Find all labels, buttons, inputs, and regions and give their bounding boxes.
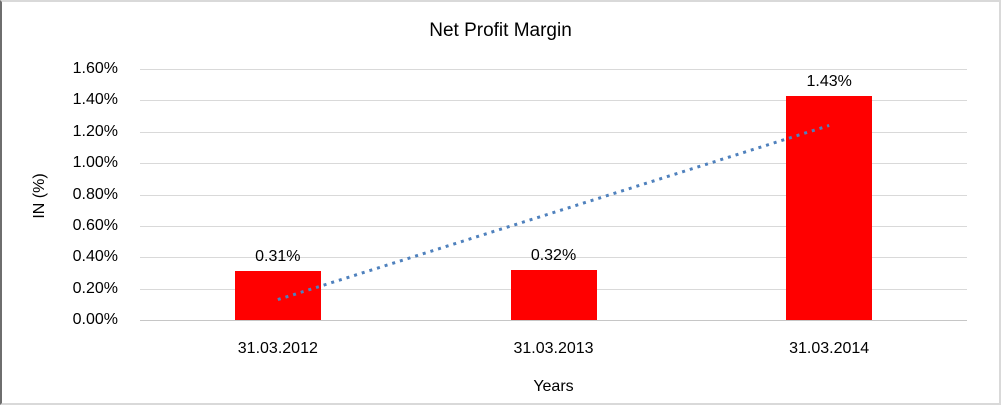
plot-area: 0.31% 0.32% 1.43% bbox=[140, 69, 967, 321]
x-axis-title: Years bbox=[533, 378, 574, 395]
gridline bbox=[140, 225, 967, 227]
x-axis-line bbox=[140, 320, 967, 321]
bar-value-label: 1.43% bbox=[806, 72, 852, 90]
bar-value-label: 0.31% bbox=[255, 248, 301, 266]
x-axis-tick-label: 31.03.2013 bbox=[513, 340, 594, 357]
bar bbox=[234, 271, 321, 320]
x-axis-tick-label: 31.03.2014 bbox=[789, 340, 870, 357]
gridline bbox=[140, 131, 967, 133]
gridline bbox=[140, 257, 967, 259]
gridline bbox=[140, 69, 967, 70]
trendline bbox=[277, 124, 830, 302]
y-axis-tick-label: 1.40% bbox=[72, 91, 118, 109]
bar-value-label: 0.32% bbox=[530, 246, 577, 264]
gridline bbox=[140, 163, 967, 165]
gridline bbox=[140, 100, 967, 102]
gridline bbox=[140, 194, 967, 196]
y-axis-tick-label: 0.80% bbox=[72, 185, 118, 203]
y-axis-tick-label: 0.20% bbox=[72, 279, 118, 297]
bar bbox=[786, 95, 873, 320]
y-axis-tick-label: 1.20% bbox=[72, 122, 118, 140]
bar bbox=[510, 269, 597, 320]
y-axis-tick-label: 1.60% bbox=[72, 60, 118, 77]
y-axis-tick-label: 1.00% bbox=[72, 154, 118, 172]
trendline-path bbox=[277, 124, 830, 302]
x-axis-tick-label: 31.03.2012 bbox=[237, 340, 318, 357]
y-axis-tick-label: 0.60% bbox=[72, 216, 118, 234]
y-axis-tick-label: 0.40% bbox=[72, 248, 118, 266]
chart-title: Net Profit Margin bbox=[429, 20, 572, 41]
y-axis-tick-label: 0.00% bbox=[72, 311, 118, 328]
